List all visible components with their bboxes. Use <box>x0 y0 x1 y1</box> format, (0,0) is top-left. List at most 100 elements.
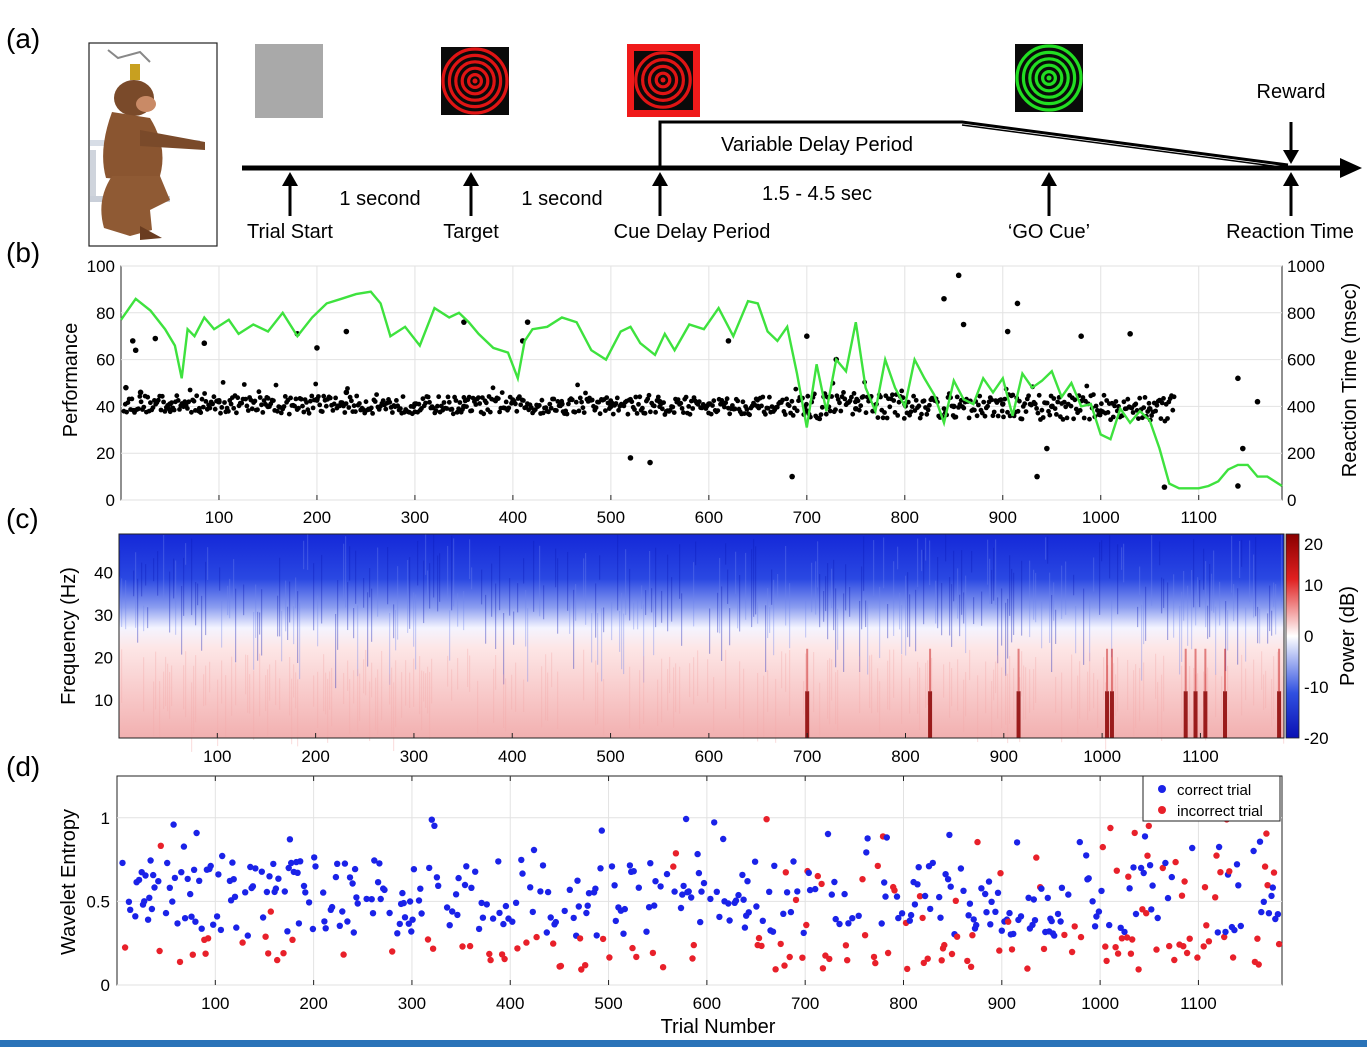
reaction-time-point <box>370 411 375 416</box>
spectrogram-streak <box>1241 654 1243 716</box>
reaction-time-point <box>174 393 180 399</box>
incorrect-trial-point <box>176 958 184 966</box>
correct-trial-point <box>626 862 634 869</box>
spectrogram-streak <box>827 660 829 719</box>
incorrect-trial-point <box>204 935 212 942</box>
incorrect-trial-point <box>267 908 274 915</box>
correct-trial-point <box>906 917 913 924</box>
correct-trial-point <box>527 884 534 891</box>
spectrogram-streak <box>601 608 603 682</box>
reaction-time-point <box>398 406 403 411</box>
reaction-time-point <box>547 401 553 407</box>
correct-trial-point <box>518 856 525 864</box>
reaction-time-point <box>838 408 844 414</box>
spectrogram-streak <box>1277 651 1279 714</box>
correct-trial-point <box>151 884 158 891</box>
correct-trial-point <box>1168 873 1176 881</box>
reaction-time-point <box>896 399 902 405</box>
spectrogram-streak <box>771 569 773 605</box>
correct-trial-point <box>543 929 550 936</box>
x-tick-label: 600 <box>695 508 723 527</box>
reaction-time-point <box>648 409 653 415</box>
correct-trial-point <box>1048 917 1055 925</box>
reaction-time-point <box>400 394 406 399</box>
reaction-time-point <box>265 403 271 410</box>
spectrogram-streak <box>233 559 235 601</box>
correct-trial-point <box>740 896 747 903</box>
spectrogram-streak <box>887 660 889 710</box>
correct-trial-point <box>468 884 475 891</box>
spectrogram-streak <box>175 560 177 635</box>
spectrogram-streak <box>951 584 953 647</box>
stimulus-center <box>472 78 478 84</box>
reaction-time-point <box>145 394 151 400</box>
reaction-time-point <box>679 406 685 411</box>
spectrogram-streak <box>395 609 397 651</box>
reaction-time-point <box>317 402 323 408</box>
reaction-time-point <box>521 398 526 403</box>
reaction-time-point <box>823 411 829 417</box>
spectrogram-streak <box>277 595 279 637</box>
reaction-time-point <box>416 401 422 407</box>
correct-trial-point <box>1091 923 1099 930</box>
spectrogram-streak <box>1167 582 1169 640</box>
reaction-time-point <box>913 397 919 403</box>
spectrogram-streak <box>679 544 681 599</box>
incorrect-trial-point <box>1107 824 1114 832</box>
correct-trial-point <box>1215 843 1223 851</box>
spectrogram-streak <box>477 680 479 734</box>
spectrogram-streak <box>279 678 281 710</box>
correct-trial-point <box>1031 917 1039 924</box>
correct-trial-point <box>336 922 343 929</box>
spectrogram-streak <box>1245 607 1247 662</box>
spectrogram-streak <box>871 654 873 714</box>
reaction-time-point <box>1087 416 1092 422</box>
x-tick-label: 600 <box>695 747 723 766</box>
spectrogram-streak <box>221 660 223 704</box>
spectrogram-streak <box>1083 588 1085 665</box>
spectrogram-streak <box>371 588 373 642</box>
correct-trial-point <box>489 915 497 922</box>
incorrect-trial-point <box>1203 922 1210 929</box>
correct-trial-point <box>394 930 401 937</box>
correct-trial-point <box>745 909 752 916</box>
reaction-time-point <box>804 333 810 340</box>
correct-trial-point <box>259 914 267 921</box>
spectrogram-hot-band <box>1194 648 1197 692</box>
spectrogram-streak <box>599 555 601 580</box>
reaction-time-point <box>152 335 159 342</box>
spectrogram-streak <box>321 554 323 624</box>
spectrogram-streak <box>369 568 371 598</box>
reaction-time-point <box>769 404 775 409</box>
spectrogram-streak <box>207 547 209 580</box>
correct-trial-point <box>148 905 156 913</box>
spectrogram-streak <box>391 667 393 737</box>
correct-trial-point <box>286 836 294 843</box>
x-tick-label: 300 <box>398 994 426 1013</box>
correct-trial-point <box>381 886 388 894</box>
reaction-time-point <box>1002 396 1008 402</box>
correct-trial-point <box>911 901 919 908</box>
reaction-time-point <box>1254 398 1261 405</box>
reaction-time-point <box>480 395 485 400</box>
spectrogram-streak <box>1237 588 1239 665</box>
reaction-time-point <box>314 345 320 351</box>
reaction-time-point <box>256 389 262 395</box>
spectrogram-streak <box>163 671 165 710</box>
spectrogram-streak <box>1013 668 1015 720</box>
correct-trial-point <box>295 920 303 927</box>
spectrogram-streak <box>1241 539 1243 567</box>
spectrogram-streak <box>359 673 361 722</box>
reaction-time-point <box>653 409 658 415</box>
correct-trial-point <box>1269 884 1277 891</box>
spectrogram-streak <box>539 545 541 617</box>
spectrogram-streak <box>1021 560 1023 636</box>
correct-trial-point <box>630 868 637 875</box>
reaction-time-point <box>1165 416 1170 421</box>
correct-trial-point <box>936 893 943 901</box>
incorrect-trial-point <box>814 872 821 880</box>
spectrogram-streak <box>1163 578 1165 608</box>
correct-trial-point <box>428 816 435 823</box>
reaction-time-point <box>858 403 864 409</box>
